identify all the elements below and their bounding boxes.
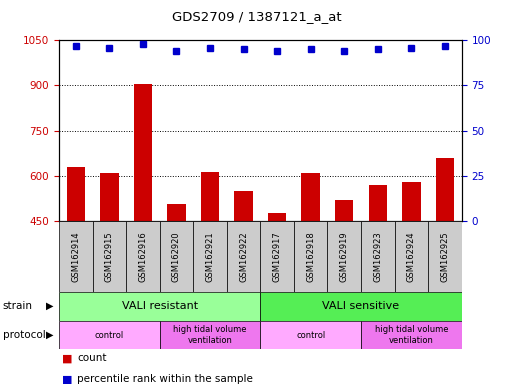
Bar: [92, 221, 126, 292]
Text: ▶: ▶: [46, 330, 54, 340]
Text: percentile rank within the sample: percentile rank within the sample: [77, 374, 253, 384]
Text: GSM162916: GSM162916: [139, 231, 147, 282]
Bar: [160, 221, 193, 292]
Bar: [193, 221, 227, 292]
Text: GSM162925: GSM162925: [441, 231, 449, 281]
Bar: [227, 221, 260, 292]
Text: GSM162919: GSM162919: [340, 231, 349, 281]
Text: high tidal volume
ventilation: high tidal volume ventilation: [374, 325, 448, 345]
Bar: [268, 213, 286, 356]
Text: VALI resistant: VALI resistant: [122, 301, 198, 311]
Text: ■: ■: [62, 353, 72, 363]
Text: ▶: ▶: [46, 301, 54, 311]
Text: high tidal volume
ventilation: high tidal volume ventilation: [173, 325, 247, 345]
Bar: [335, 200, 353, 356]
Text: GSM162914: GSM162914: [71, 231, 80, 281]
Text: GSM162917: GSM162917: [272, 231, 282, 282]
Text: GSM162920: GSM162920: [172, 231, 181, 281]
Bar: [260, 221, 294, 292]
Bar: [428, 221, 462, 292]
Bar: [361, 221, 394, 292]
Bar: [59, 321, 160, 349]
Text: GSM162921: GSM162921: [206, 231, 214, 281]
Bar: [327, 221, 361, 292]
Bar: [302, 173, 320, 356]
Text: GSM162918: GSM162918: [306, 231, 315, 282]
Text: GDS2709 / 1387121_a_at: GDS2709 / 1387121_a_at: [172, 10, 341, 23]
Bar: [126, 221, 160, 292]
Text: GSM162924: GSM162924: [407, 231, 416, 281]
Bar: [260, 292, 462, 321]
Bar: [402, 182, 421, 356]
Bar: [201, 172, 219, 356]
Text: count: count: [77, 353, 107, 363]
Bar: [59, 292, 260, 321]
Bar: [368, 185, 387, 356]
Bar: [394, 221, 428, 292]
Text: VALI sensitive: VALI sensitive: [323, 301, 400, 311]
Text: strain: strain: [3, 301, 32, 311]
Bar: [436, 157, 454, 356]
Bar: [100, 173, 119, 356]
Bar: [294, 221, 327, 292]
Bar: [167, 204, 186, 356]
Text: ■: ■: [62, 374, 72, 384]
Bar: [361, 321, 462, 349]
Bar: [260, 321, 361, 349]
Text: control: control: [296, 331, 325, 339]
Bar: [67, 167, 85, 356]
Text: GSM162923: GSM162923: [373, 231, 382, 282]
Bar: [59, 221, 92, 292]
Bar: [134, 84, 152, 356]
Text: protocol: protocol: [3, 330, 45, 340]
Bar: [234, 191, 253, 356]
Text: GSM162915: GSM162915: [105, 231, 114, 281]
Text: GSM162922: GSM162922: [239, 231, 248, 281]
Bar: [160, 321, 260, 349]
Text: control: control: [95, 331, 124, 339]
